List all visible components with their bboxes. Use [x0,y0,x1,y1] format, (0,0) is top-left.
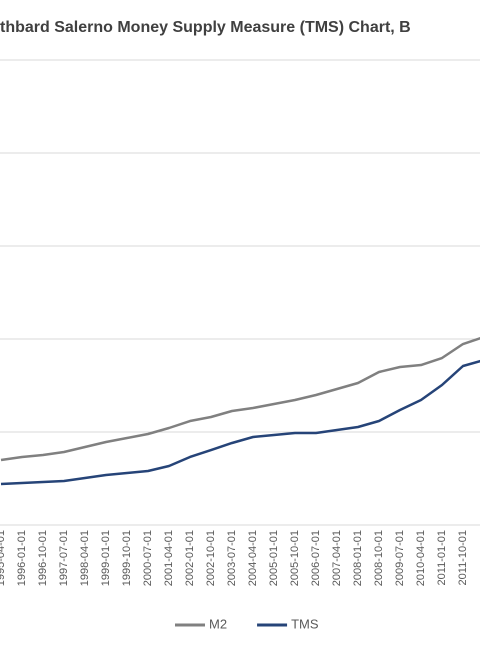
x-tick-label: 2011-01-01 [436,530,448,585]
x-tick-label: 1995-04-01 [0,530,7,586]
x-tick-label: 2003-07-01 [226,530,238,586]
x-tick-label: 2005-01-01 [268,530,280,586]
x-tick-label: 1997-07-01 [58,530,70,586]
x-tick-label: 2006-07-01 [310,530,322,586]
x-tick-label: 1996-10-01 [37,530,49,586]
x-tick-label: 2001-04-01 [163,530,175,586]
x-tick-label: 2011-10-01 [457,530,469,585]
series-line [0,337,480,462]
x-tick-label: 2005-10-01 [289,530,301,586]
legend-label: TMS [291,616,319,631]
x-tick-label: 1996-01-01 [16,530,28,586]
x-tick-label: 2004-04-01 [247,530,259,586]
x-tick-label: 1998-04-01 [79,530,91,586]
series-line [0,359,480,486]
chart-title: thbard Salerno Money Supply Measure (TMS… [0,19,411,36]
x-tick-label: 2002-01-01 [184,530,196,586]
x-tick-label: 1999-01-01 [100,530,112,586]
x-tick-label: 2009-07-01 [394,530,406,586]
x-tick-label: 2010-04-01 [415,530,427,586]
legend-label: M2 [209,616,227,631]
x-tick-label: 2008-10-01 [373,530,385,586]
x-tick-label: 1999-10-01 [121,530,133,586]
x-tick-label: 2002-10-01 [205,530,217,586]
x-tick-label: 2007-04-01 [331,530,343,586]
x-tick-label: 2008-01-01 [352,530,364,586]
x-tick-label: 2000-07-01 [142,530,154,586]
